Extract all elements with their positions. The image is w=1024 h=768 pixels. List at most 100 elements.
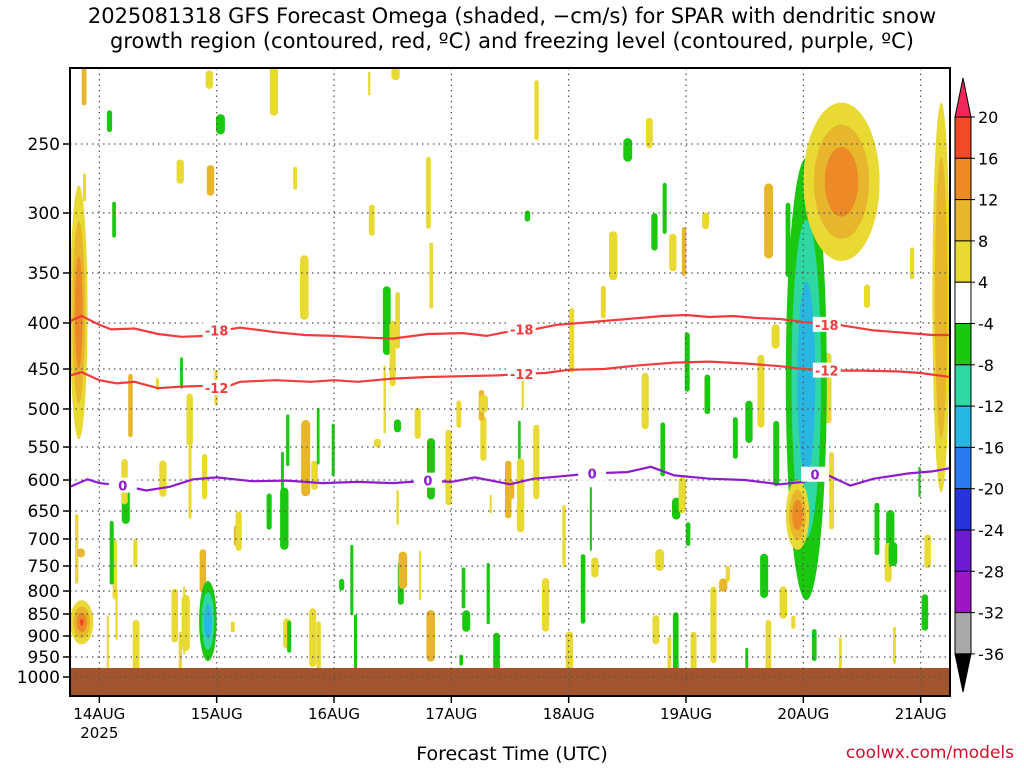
omega-streak: [641, 372, 649, 430]
omega-streak: [389, 320, 396, 387]
contour-label: 0: [811, 469, 820, 484]
omega-streak: [909, 247, 915, 280]
x-tick-label: 14AUG: [73, 705, 125, 723]
omega-streak: [489, 494, 492, 514]
x-tick-label: 20AUG: [777, 705, 829, 723]
omega-streak: [202, 454, 208, 500]
omega-streak: [128, 374, 133, 438]
colorbar-band: [954, 323, 972, 366]
colorbar-label: 4: [978, 273, 988, 292]
omega-streak: [838, 637, 842, 669]
colorbar-triangle-bottom: [954, 653, 972, 693]
omega-streak: [719, 578, 728, 592]
omega-feature-downward: [797, 281, 816, 477]
x-tick-label: 21AUG: [895, 705, 947, 723]
omega-streak: [309, 608, 317, 667]
omega-streak: [479, 394, 488, 413]
y-tick-label: 350: [28, 264, 60, 284]
omega-streak: [725, 565, 730, 582]
omega-streak: [704, 374, 711, 415]
omega-streak: [394, 419, 401, 433]
omega-streak: [609, 231, 618, 281]
colorbar-band: [954, 116, 972, 159]
colorbar-label: -16: [978, 438, 1004, 457]
omega-streak: [311, 460, 318, 490]
contour-label: 0: [588, 467, 597, 482]
omega-streak: [542, 578, 550, 632]
contour-label-bg: [801, 466, 830, 482]
contour-label: -12: [205, 382, 229, 397]
plot-frame: [69, 67, 951, 697]
omega-streak: [623, 138, 633, 162]
omega-streak: [461, 567, 466, 609]
omega-streak: [672, 612, 679, 684]
x-tick-label: 16AUG: [308, 705, 360, 723]
omega-streak: [732, 417, 738, 459]
y-tick-label: 650: [28, 502, 60, 522]
omega-streak: [106, 615, 109, 673]
omega-streak: [383, 365, 386, 434]
omega-streak: [589, 487, 592, 551]
omega-streak: [75, 514, 79, 584]
colorbar-label: -28: [978, 562, 1004, 581]
omega-streak: [591, 557, 599, 578]
omega-streak: [83, 173, 86, 202]
contour-line: [70, 313, 950, 340]
colorbar-label: -4: [978, 315, 994, 334]
credit-link[interactable]: coolwx.com/models: [845, 743, 1014, 763]
contour-label: -12: [510, 368, 534, 383]
omega-streak: [771, 324, 780, 349]
omega-streak: [395, 292, 400, 349]
omega-streak: [205, 70, 214, 89]
chart-title-line-2: growth region (contoured, red, ºC) and f…: [110, 29, 914, 53]
omega-streak: [109, 521, 114, 585]
y-tick-label: 800: [28, 582, 60, 602]
omega-streak: [893, 626, 896, 664]
contour-line: [70, 360, 950, 390]
omega-streak: [230, 621, 235, 633]
x-tick-label: 15AUG: [191, 705, 243, 723]
surface-terrain: [70, 668, 950, 696]
omega-streak: [791, 615, 796, 629]
omega-streak: [159, 460, 167, 497]
colorbar-label: -12: [978, 397, 1004, 416]
omega-streak: [645, 117, 653, 149]
temperature-contours: -18 -18 -18 -12 -12 -12 0 0 0 0: [70, 313, 950, 495]
colorbar-label: 8: [978, 232, 988, 251]
omega-streak: [286, 414, 290, 467]
colorbar-label: -8: [978, 356, 994, 375]
omega-streak: [667, 636, 672, 674]
y-tick-label: 700: [28, 530, 60, 550]
omega-streak: [655, 549, 665, 571]
omega-streak: [373, 438, 382, 448]
y-tick-label: 750: [28, 557, 60, 577]
omega-feature-upward: [824, 147, 859, 217]
omega-feature-upward: [74, 256, 83, 369]
colorbar-label: 20: [978, 108, 998, 127]
omega-streak: [652, 615, 660, 645]
omega-streak: [269, 68, 279, 116]
contour-label-bg: [108, 477, 137, 493]
colorbar-band: [954, 240, 972, 283]
omega-streak: [462, 610, 471, 632]
contour-label-bg: [812, 362, 841, 378]
omega-streak: [924, 534, 931, 568]
omega-streak: [115, 588, 118, 640]
y-tick-label: 500: [28, 400, 60, 420]
omega-streak: [77, 548, 85, 558]
contour-label: -18: [205, 324, 229, 339]
colorbar-legend: 20 16 12 8 4 -4 -8 -12 -16 -20 -24 -28 -32 -36: [954, 77, 1004, 693]
omega-streak: [396, 490, 399, 525]
omega-streak: [505, 460, 512, 519]
omega-feature-upward: [792, 499, 803, 531]
omega-streak: [779, 586, 787, 619]
y-tick-label: 850: [28, 605, 60, 625]
omega-streak: [534, 80, 539, 141]
omega-streak: [419, 550, 422, 601]
omega-streak: [486, 563, 490, 625]
omega-streak: [414, 407, 421, 439]
colorbar-band: [954, 199, 972, 242]
omega-streak: [580, 554, 586, 624]
